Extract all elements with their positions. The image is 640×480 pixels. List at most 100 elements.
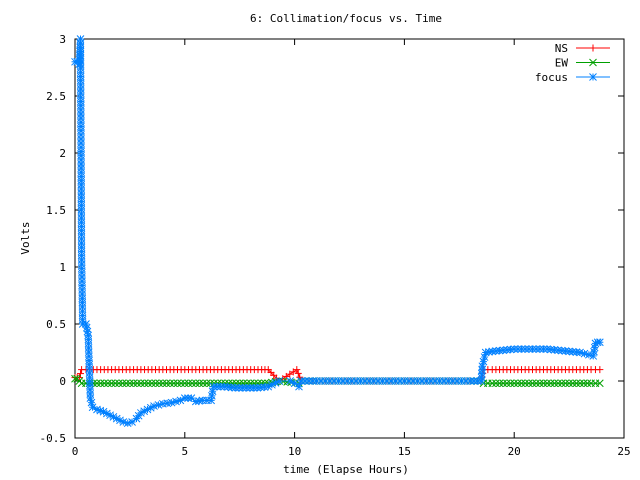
data-point — [524, 379, 533, 388]
data-point — [535, 379, 544, 388]
data-point — [557, 379, 566, 388]
data-point — [572, 379, 581, 388]
x-axis-label: time (Elapse Hours) — [283, 463, 409, 476]
data-point — [470, 377, 478, 385]
data-point — [550, 379, 559, 388]
data-point — [290, 379, 299, 388]
data-point — [514, 379, 522, 388]
x-tick-label: 5 — [181, 445, 188, 458]
data-point — [579, 379, 588, 388]
data-point — [495, 379, 504, 388]
data-point — [568, 379, 577, 388]
y-tick-label: 2.5 — [46, 90, 66, 103]
legend-marker — [589, 73, 597, 81]
data-point — [528, 345, 537, 353]
data-point — [528, 379, 537, 388]
data-point — [246, 383, 254, 392]
x-tick-label: 0 — [72, 445, 79, 458]
data-point — [580, 349, 589, 358]
data-point — [503, 379, 511, 388]
data-point — [155, 379, 164, 388]
data-point — [479, 357, 488, 366]
data-point — [107, 379, 116, 388]
data-point — [176, 396, 185, 405]
data-point — [521, 379, 530, 388]
data-point — [249, 383, 258, 392]
series-layer — [71, 35, 604, 428]
data-point — [93, 379, 101, 388]
data-point — [172, 397, 180, 406]
data-point — [293, 366, 301, 374]
data-point — [294, 369, 302, 377]
data-point — [133, 379, 142, 388]
data-point — [517, 379, 526, 388]
data-point — [158, 379, 167, 388]
data-point — [123, 419, 132, 428]
y-tick-label: 1.5 — [46, 204, 66, 217]
data-point — [308, 377, 317, 385]
y-tick-label: -0.5 — [40, 432, 67, 445]
data-point — [87, 398, 96, 407]
data-point — [146, 403, 155, 412]
data-point — [554, 379, 562, 388]
y-axis-label: Volts — [19, 221, 32, 254]
data-point — [595, 379, 604, 388]
legend-label: focus — [535, 71, 568, 84]
data-point — [151, 379, 160, 388]
data-point — [590, 347, 598, 356]
data-point — [71, 374, 79, 383]
y-tick-label: 0.5 — [46, 318, 66, 331]
legend-label: NS — [555, 42, 568, 55]
chart-title: 6: Collimation/focus vs. Time — [250, 12, 442, 25]
axis-ticks: 0 5 10 15 20 25 -0.5 0 0.5 1 1.5 2 2.5 3 — [40, 33, 631, 458]
data-point — [173, 379, 182, 388]
data-point — [140, 407, 149, 416]
x-tick-label: 15 — [398, 445, 411, 458]
y-tick-label: 0 — [59, 375, 66, 388]
data-point — [150, 402, 158, 410]
data-point — [177, 379, 185, 388]
data-point — [166, 379, 175, 388]
x-tick-label: 20 — [508, 445, 521, 458]
data-point — [488, 379, 497, 388]
data-point — [510, 379, 519, 388]
data-point — [169, 379, 178, 388]
data-point — [180, 379, 189, 388]
data-point — [118, 379, 127, 388]
data-point — [231, 383, 240, 392]
data-point — [492, 379, 500, 388]
data-point — [140, 379, 149, 388]
data-point — [595, 338, 604, 347]
data-point — [75, 374, 83, 382]
data-point — [561, 379, 570, 388]
data-point — [524, 345, 533, 353]
data-point — [111, 379, 120, 388]
data-point — [576, 348, 584, 357]
data-point — [216, 382, 225, 391]
data-point — [154, 401, 163, 409]
y-tick-label: 2 — [59, 147, 66, 160]
data-point — [576, 379, 584, 388]
data-point — [209, 382, 218, 391]
data-point — [583, 379, 592, 388]
x-tick-label: 10 — [288, 445, 301, 458]
data-point — [122, 379, 131, 388]
data-point — [506, 379, 515, 388]
data-point — [129, 379, 138, 388]
data-point — [119, 418, 128, 426]
data-point — [478, 362, 487, 371]
data-point — [148, 379, 156, 388]
data-point — [208, 391, 216, 400]
data-point — [521, 345, 530, 353]
data-point — [289, 368, 297, 376]
data-point — [126, 379, 134, 388]
data-point — [499, 379, 508, 388]
data-point — [82, 323, 91, 332]
data-point — [565, 379, 573, 388]
data-point — [86, 394, 95, 402]
series-focus — [71, 35, 604, 428]
y-tick-label: 3 — [59, 33, 66, 46]
data-point — [202, 379, 211, 388]
data-point — [286, 370, 294, 378]
plot-frame — [74, 38, 625, 439]
